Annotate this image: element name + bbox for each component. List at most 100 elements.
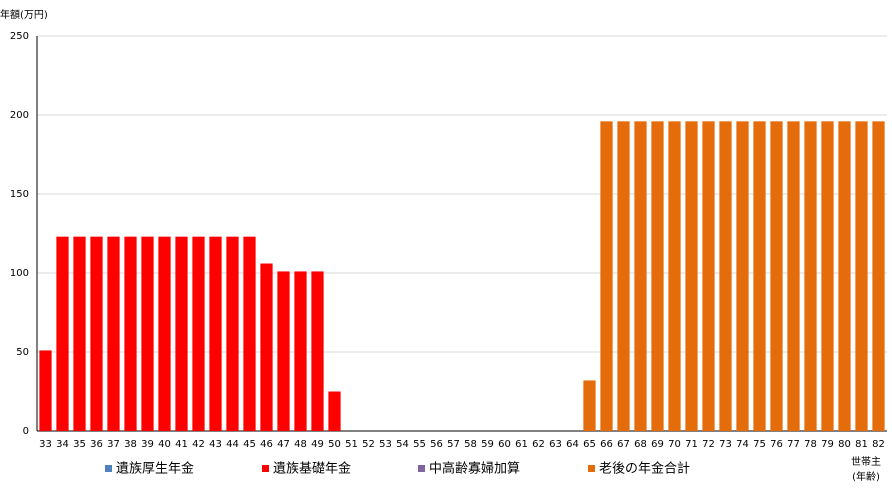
bar: [736, 121, 749, 431]
y-tick-label: 50: [16, 347, 29, 358]
bar: [141, 236, 154, 431]
x-tick-label: 65: [583, 439, 596, 450]
x-tick-label: 66: [600, 439, 613, 450]
x-tick-label: 53: [379, 439, 392, 450]
legend-label: 遺族厚生年金: [116, 461, 194, 477]
bar: [600, 121, 613, 431]
x-tick-label: 81: [855, 439, 868, 450]
legend-swatch: [105, 465, 112, 472]
x-tick-label: 70: [668, 439, 681, 450]
x-tick-label: 73: [719, 439, 732, 450]
x-tick-label: 34: [56, 439, 69, 450]
bar: [583, 380, 596, 431]
x-tick-label: 77: [787, 439, 800, 450]
x-axis-title: 世帯主: [851, 455, 881, 468]
legend-swatch: [418, 465, 425, 472]
x-tick-label: 42: [192, 439, 205, 450]
bar: [651, 121, 664, 431]
x-tick-label: 39: [141, 439, 154, 450]
bar: [209, 236, 222, 431]
x-tick-label: 59: [481, 439, 494, 450]
bar: [124, 236, 137, 431]
x-tick-label: 43: [209, 439, 222, 450]
bar: [617, 121, 630, 431]
x-tick-label: 68: [634, 439, 647, 450]
bar: [175, 236, 188, 431]
x-tick-label: 55: [413, 439, 426, 450]
bar: [770, 121, 783, 431]
x-tick-label: 62: [532, 439, 545, 450]
x-tick-label: 50: [328, 439, 341, 450]
y-tick-label: 100: [10, 268, 29, 279]
x-tick-label: 45: [243, 439, 256, 450]
legend-swatch: [588, 465, 595, 472]
x-tick-label: 82: [872, 439, 885, 450]
bar: [90, 236, 103, 431]
bar: [753, 121, 766, 431]
x-tick-label: 64: [566, 439, 579, 450]
x-tick-label: 58: [464, 439, 477, 450]
x-tick-label: 56: [430, 439, 443, 450]
x-tick-label: 33: [39, 439, 52, 450]
x-tick-label: 69: [651, 439, 664, 450]
x-tick-label: 52: [362, 439, 375, 450]
legend-label: 中高齢寡婦加算: [429, 461, 520, 477]
x-tick-label: 63: [549, 439, 562, 450]
x-tick-label: 57: [447, 439, 460, 450]
bar: [277, 271, 290, 431]
x-tick-label: 54: [396, 439, 409, 450]
x-tick-label: 51: [345, 439, 358, 450]
x-tick-label: 38: [124, 439, 137, 450]
bar: [838, 121, 851, 431]
bar: [260, 263, 273, 431]
bar: [226, 236, 239, 431]
x-tick-label: 79: [821, 439, 834, 450]
bar: [192, 236, 205, 431]
x-tick-label: 48: [294, 439, 307, 450]
bar: [685, 121, 698, 431]
bar: [804, 121, 817, 431]
bar: [787, 121, 800, 431]
x-tick-label: 61: [515, 439, 528, 450]
bar: [702, 121, 715, 431]
bar: [56, 236, 69, 431]
x-tick-label: 49: [311, 439, 324, 450]
x-tick-label: 44: [226, 439, 239, 450]
x-tick-label: 35: [73, 439, 86, 450]
x-tick-label: 67: [617, 439, 630, 450]
x-tick-label: 46: [260, 439, 273, 450]
bar: [107, 236, 120, 431]
bar: [855, 121, 868, 431]
bar: [39, 350, 52, 431]
bar: [243, 236, 256, 431]
x-tick-label: 76: [770, 439, 783, 450]
bar: [821, 121, 834, 431]
bar: [668, 121, 681, 431]
legend-label: 老後の年金合計: [599, 461, 690, 477]
bar: [294, 271, 307, 431]
x-tick-label: 78: [804, 439, 817, 450]
x-tick-label: 37: [107, 439, 120, 450]
x-tick-label: 71: [685, 439, 698, 450]
legend-label: 遺族基礎年金: [273, 461, 351, 477]
x-tick-label: 74: [736, 439, 749, 450]
y-tick-label: 150: [10, 189, 29, 200]
x-tick-label: 47: [277, 439, 290, 450]
bar: [719, 121, 732, 431]
x-tick-label: 72: [702, 439, 715, 450]
y-tick-label: 0: [23, 426, 29, 437]
bar: [311, 271, 324, 431]
y-tick-label: 200: [10, 110, 29, 121]
bar: [73, 236, 86, 431]
x-tick-label: 80: [838, 439, 851, 450]
bar: [634, 121, 647, 431]
y-axis-title: 年額(万円): [0, 8, 48, 21]
x-tick-label: 41: [175, 439, 188, 450]
bar: [872, 121, 885, 431]
legend-swatch: [262, 465, 269, 472]
x-tick-label: 75: [753, 439, 766, 450]
bar: [158, 236, 171, 431]
x-axis-title: (年齢): [852, 470, 880, 483]
x-tick-label: 36: [90, 439, 103, 450]
